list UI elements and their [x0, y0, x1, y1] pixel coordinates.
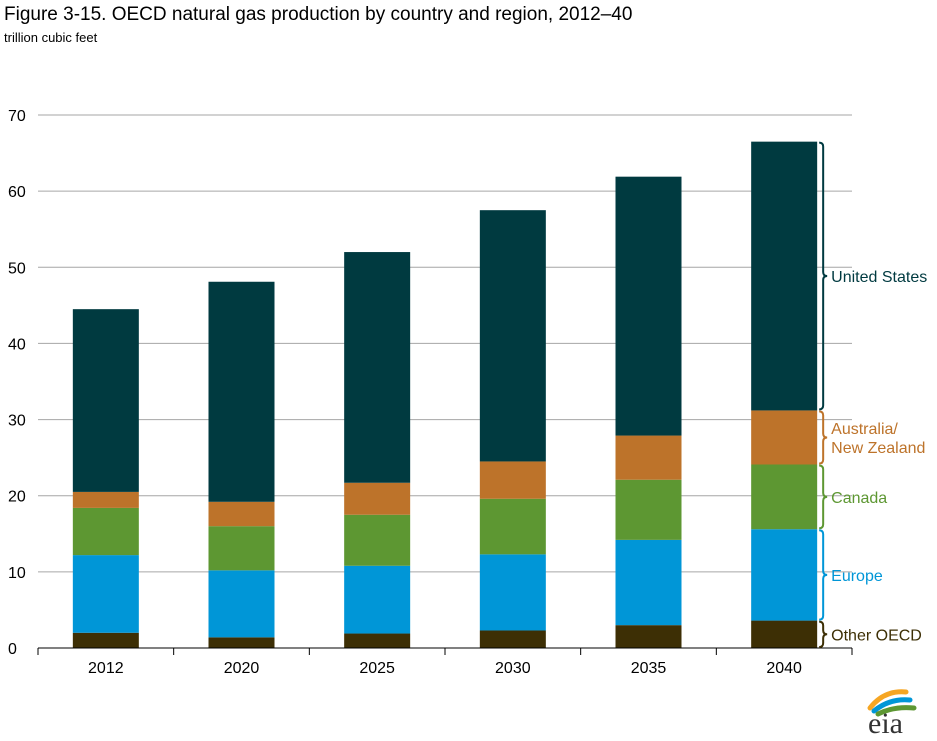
y-tick-label: 0 — [8, 641, 17, 658]
legend-label-line: Australia/ — [831, 421, 898, 438]
y-tick-label: 30 — [8, 413, 26, 430]
legend-label: Europe — [831, 568, 883, 585]
bar-segment-australia-new-zealand — [72, 491, 139, 508]
bar-segment-europe — [751, 529, 818, 621]
legend-label: Other OECD — [831, 627, 922, 644]
y-tick-label: 20 — [8, 489, 26, 506]
bar-segment-united-states — [72, 309, 139, 492]
legend-label-line: United States — [831, 269, 927, 286]
y-tick-label: 50 — [8, 260, 26, 277]
bar-segment-other-oecd — [751, 620, 818, 648]
eia-logo-icon: eia — [867, 689, 917, 740]
legend-brace — [819, 620, 828, 648]
bars — [72, 141, 818, 648]
x-tick-label: 2020 — [224, 660, 260, 677]
x-tick-label: 2025 — [359, 660, 395, 677]
y-tick-label: 60 — [8, 184, 26, 201]
bar-segment-europe — [72, 555, 139, 633]
bar-segment-united-states — [344, 252, 411, 483]
bar-segment-europe — [344, 565, 411, 634]
legend-label-line: Other OECD — [831, 627, 922, 644]
legend-label: Canada — [831, 490, 887, 507]
bar-segment-canada — [615, 479, 682, 540]
x-tick-label: 2030 — [495, 660, 531, 677]
legend-brace — [819, 464, 828, 530]
legend: Other OECD Europe Canada Australia/New Zeal… — [819, 141, 927, 648]
logo-arc-orange — [867, 689, 909, 711]
bar-segment-australia-new-zealand — [615, 435, 682, 480]
legend-label-line: Canada — [831, 490, 887, 507]
bar-segment-europe — [479, 554, 546, 631]
bar-segment-canada — [72, 507, 139, 556]
legend-label-line: Europe — [831, 568, 883, 585]
bar-segment-other-oecd — [344, 633, 411, 648]
y-tick-label: 40 — [8, 336, 26, 353]
bar-segment-other-oecd — [72, 632, 139, 648]
bar-segment-other-oecd — [208, 637, 275, 648]
legend-label: Australia/New Zealand — [831, 421, 925, 457]
bar-segment-europe — [208, 570, 275, 638]
bar-segment-australia-new-zealand — [479, 461, 546, 499]
bar-segment-united-states — [615, 176, 682, 436]
gridlines — [38, 114, 852, 573]
bar-segment-united-states — [751, 141, 818, 411]
chart-title: Figure 3-15. OECD natural gas production… — [4, 4, 633, 25]
bar-segment-australia-new-zealand — [751, 410, 818, 465]
bar-segment-canada — [208, 526, 275, 571]
y-tick-label: 70 — [8, 108, 26, 125]
logo-text: eia — [868, 707, 903, 736]
x-tick-label: 2040 — [766, 660, 802, 677]
legend-label: United States — [831, 269, 927, 286]
legend-brace — [819, 529, 828, 621]
x-tick-label: 2012 — [88, 660, 124, 677]
chart-subtitle: trillion cubic feet — [4, 30, 98, 45]
bar-segment-europe — [615, 539, 682, 626]
bar-segment-australia-new-zealand — [344, 482, 411, 515]
logo-arc-blue — [871, 697, 913, 714]
bar-segment-united-states — [479, 210, 546, 462]
bar-segment-other-oecd — [479, 630, 546, 648]
legend-label-line: New Zealand — [831, 440, 925, 457]
bar-segment-canada — [344, 514, 411, 566]
x-axis — [37, 647, 853, 655]
bar-segment-canada — [751, 464, 818, 530]
legend-brace — [819, 141, 828, 411]
y-axis-ticks: 0 10 20 30 40 50 60 70 — [8, 108, 26, 658]
logo-arc-green — [875, 705, 917, 717]
x-axis-ticks: 2012 2020 2025 2030 2035 2040 — [88, 660, 802, 677]
bar-segment-other-oecd — [615, 625, 682, 648]
bar-segment-canada — [479, 498, 546, 555]
x-tick-label: 2035 — [631, 660, 667, 677]
y-tick-label: 10 — [8, 565, 26, 582]
eia-logo: eia — [862, 684, 932, 740]
bar-segment-australia-new-zealand — [208, 501, 275, 527]
bar-segment-united-states — [208, 281, 275, 502]
